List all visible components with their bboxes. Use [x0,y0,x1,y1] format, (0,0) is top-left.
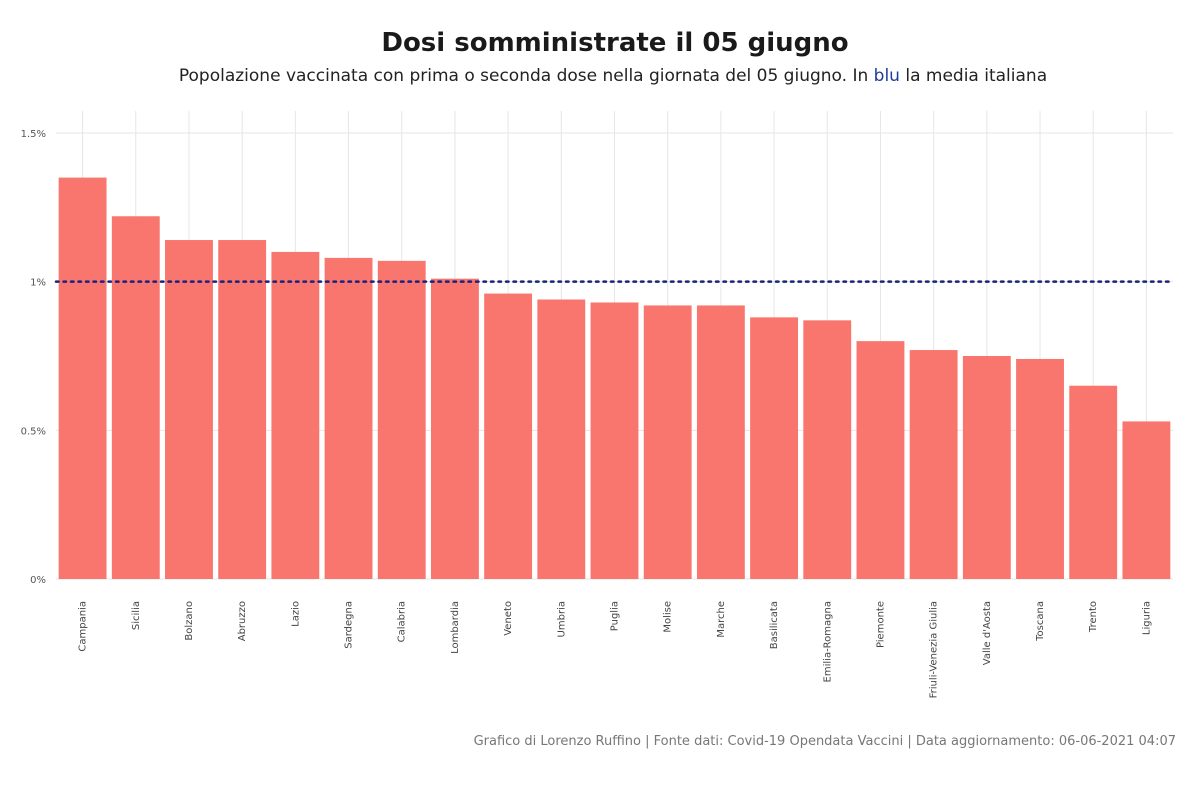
x-tick-label: Trento [1088,601,1099,633]
x-tick-label: Emilia-Romagna [822,601,833,682]
bar-valle-d-aosta [962,356,1011,579]
bar-molise [643,305,692,579]
bar-umbria [537,299,586,579]
bar-emilia-romagna [803,320,852,579]
x-tick-label: Toscana [1035,601,1046,642]
bar-marche [696,305,745,579]
x-tick-label: Bolzano [184,601,195,641]
chart-title: Dosi somministrate il 05 giugno [381,28,849,58]
bar-calabria [377,260,426,579]
x-tick-label: Umbria [556,601,567,637]
y-tick-label: 0% [30,575,46,586]
chart-caption: Grafico di Lorenzo Ruffino | Fonte dati:… [473,734,1176,749]
bar-sicilia [111,216,160,579]
bar-bolzano [165,240,213,580]
x-tick-label: Campania [78,601,89,652]
x-tick-label: Friuli-Venezia Giulia [929,601,940,698]
subtitle-highlight: blu [873,66,900,86]
bar-piemonte [856,341,905,579]
x-tick-label: Abruzzo [237,601,248,641]
y-tick-label: 1.5% [21,129,46,140]
subtitle-text: Popolazione vaccinata con prima o second… [178,66,874,86]
bar-lombardia [430,278,479,579]
bar-sardegna [324,257,373,579]
x-tick-label: Sicilia [131,601,142,630]
x-tick-label: Calabria [397,601,408,642]
bar-abruzzo [218,240,267,580]
x-tick-label: Piemonte [875,601,886,648]
bar-friuli-venezia-giulia [909,350,958,579]
bar-campania [58,177,107,579]
x-tick-label: Veneto [503,601,514,636]
x-tick-label: Sardegna [344,601,355,649]
bar-chart: 0% 0.5% 1% 1.5% Campania Sicilia Bolzano Abruzz… [21,111,1175,698]
x-tick-label: Lazio [290,601,301,627]
x-tick-label: Molise [663,601,674,633]
chart-subtitle: Popolazione vaccinata con prima o second… [0,66,1200,86]
x-tick-label: Basilicata [769,601,780,649]
x-tick-label: Valle d'Aosta [982,601,993,665]
y-tick-label: 1% [30,278,46,289]
bar-liguria [1122,421,1171,579]
bar-toscana [1016,358,1064,579]
bar-veneto [484,293,533,579]
x-tick-label: Lombardia [450,601,461,654]
bar-lazio [271,251,320,579]
y-tick-label: 0.5% [21,426,46,437]
bar-trento [1069,385,1118,579]
x-tick-label: Marche [716,601,727,638]
x-tick-label: Puglia [610,601,621,631]
bar-basilicata [750,317,799,579]
bar-puglia [590,302,639,579]
subtitle-text-end: la media italiana [899,66,1048,86]
x-tick-label: Liguria [1141,601,1152,635]
